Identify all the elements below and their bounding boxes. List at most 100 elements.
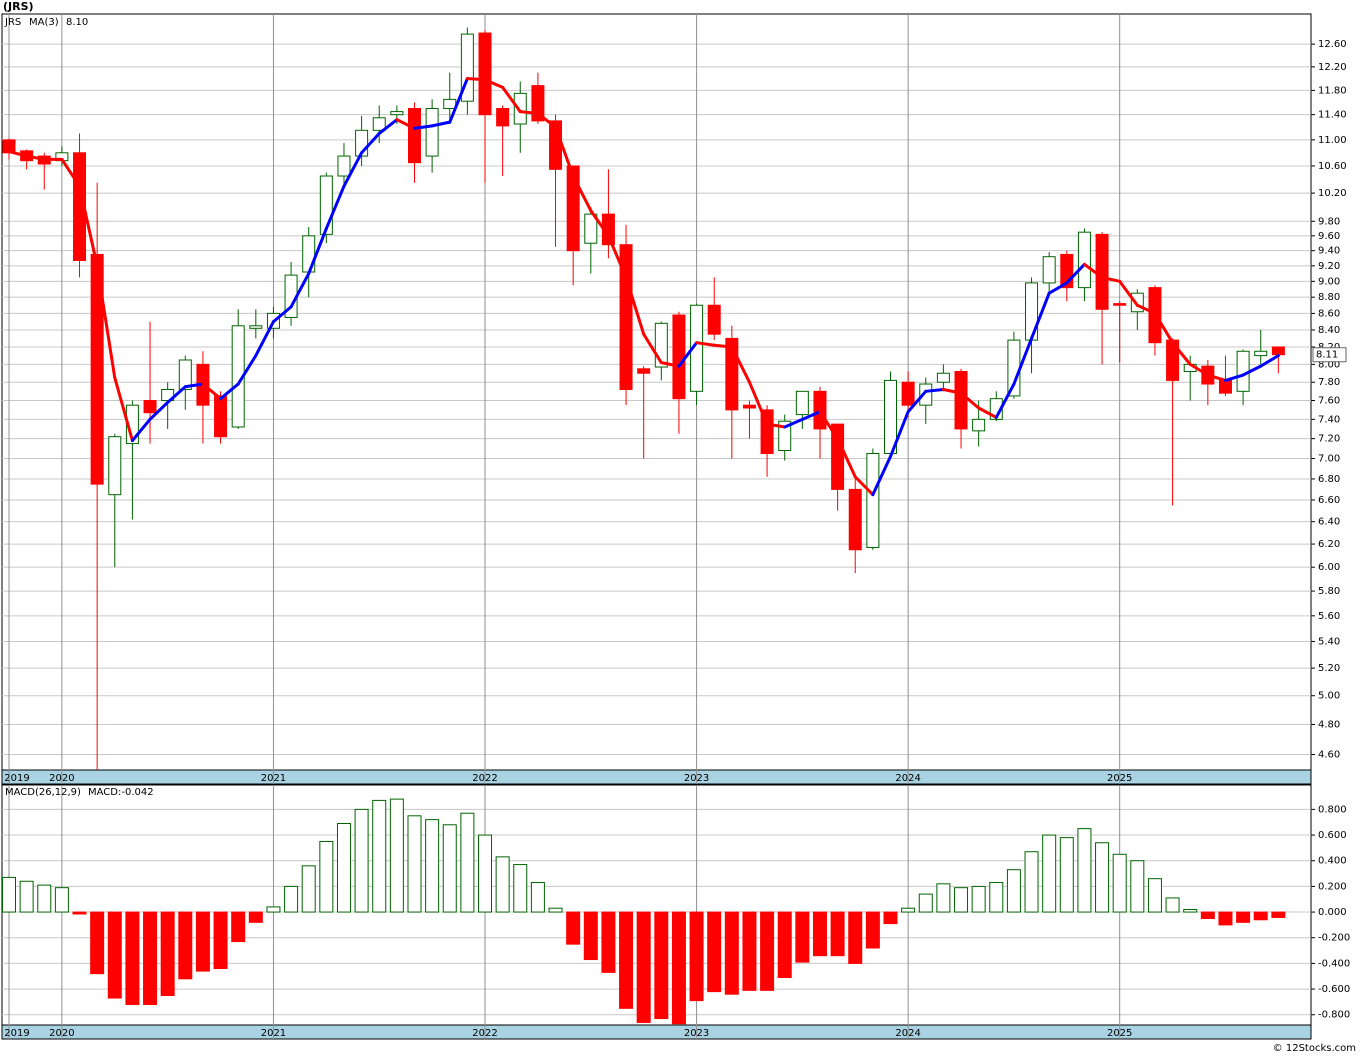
candle-body — [178, 359, 192, 390]
last-price-label: 8.11 — [1316, 350, 1338, 361]
ma-segment — [113, 376, 134, 443]
candle-body — [566, 165, 580, 252]
macd-bar — [883, 911, 898, 925]
ma-segment — [941, 387, 963, 395]
macd-bar — [901, 907, 916, 913]
y-tick-label: 7.40 — [1318, 414, 1340, 425]
candle-body — [372, 117, 386, 131]
candle-body — [866, 452, 880, 548]
y-tick-label: 0.200 — [1318, 881, 1347, 892]
macd-bar — [1165, 897, 1180, 913]
macd-bar — [1271, 911, 1286, 918]
y-tick-label: 8.60 — [1318, 308, 1340, 319]
y-tick-label: 7.20 — [1318, 434, 1340, 445]
ma-segment — [624, 275, 646, 336]
macd-bar — [72, 911, 87, 915]
ma-segment — [1171, 341, 1192, 366]
y-tick-label: 6.80 — [1318, 474, 1340, 485]
macd-bar — [601, 911, 616, 973]
chart-title: (JRS) — [3, 0, 34, 13]
y-tick-label: 9.80 — [1318, 216, 1340, 227]
y-tick-label: 12.60 — [1318, 39, 1347, 50]
ma-segment — [501, 85, 522, 114]
ma-segment — [695, 341, 716, 347]
ma-segment — [412, 124, 434, 130]
ma-segment — [889, 410, 910, 458]
ma-segment — [871, 454, 892, 497]
macd-bar — [213, 911, 228, 970]
y-tick-label: -0.600 — [1318, 984, 1350, 995]
ma-segment — [924, 387, 945, 393]
ma-segment — [183, 382, 205, 389]
x-tick-label: 2022 — [472, 773, 497, 784]
ma-segment — [554, 125, 575, 178]
macd-bar — [707, 911, 722, 993]
macd-bar — [848, 911, 863, 964]
legend-ma-value: 8.10 — [66, 17, 88, 28]
y-tick-label: 6.60 — [1318, 495, 1340, 506]
macd-bar — [689, 911, 704, 1002]
candle-body — [672, 314, 686, 400]
ma-segment — [1153, 311, 1175, 345]
macd-bar — [284, 885, 299, 913]
candle-body — [813, 390, 827, 430]
candle-body — [1095, 233, 1109, 310]
candle-body — [513, 92, 527, 125]
macd-bar — [777, 911, 792, 979]
ma-segment — [219, 382, 240, 401]
macd-bar — [654, 911, 669, 1020]
ma-segment — [201, 382, 223, 401]
ma-segment — [783, 417, 804, 429]
x-tick-label: 2020 — [49, 1028, 74, 1039]
date-band — [1, 769, 1312, 785]
y-tick-label: 5.00 — [1318, 691, 1340, 702]
ma-segment — [1206, 373, 1227, 382]
macd-bar — [478, 834, 493, 913]
y-tick-label: -0.800 — [1318, 1010, 1350, 1021]
candle-body — [742, 404, 756, 409]
macd-bar — [1077, 828, 1092, 913]
candle-body — [407, 108, 421, 164]
ma-segment — [747, 380, 769, 426]
legend-ma: MA(3) — [29, 17, 59, 28]
y-tick-label: 4.60 — [1318, 750, 1340, 761]
y-tick-label: 0.400 — [1318, 856, 1347, 867]
ma-segment — [589, 209, 610, 238]
ma-segment — [1135, 303, 1157, 315]
y-tick-label: 12.20 — [1318, 62, 1347, 73]
y-tick-label: 5.40 — [1318, 636, 1340, 647]
x-tick-label: 2021 — [261, 1028, 286, 1039]
ma-segment — [800, 410, 822, 421]
x-tick-label: 2025 — [1107, 1028, 1132, 1039]
ma-segment — [1065, 262, 1086, 285]
macd-bar — [1253, 911, 1268, 921]
macd-bar — [442, 824, 457, 913]
macd-bar — [513, 864, 528, 913]
candle-body — [619, 244, 633, 390]
macd-bar — [619, 911, 634, 1009]
ma-segment — [642, 332, 663, 365]
ma-segment — [818, 410, 840, 441]
ma-segment — [130, 417, 152, 443]
ma-segment — [1223, 373, 1245, 382]
candle-body — [972, 418, 986, 432]
ma-segment — [1100, 275, 1122, 283]
ma-segment — [571, 174, 593, 213]
footer: © 12Stocks.com — [1273, 1043, 1356, 1054]
macd-bar — [530, 882, 545, 913]
macd-bar — [1236, 911, 1251, 923]
ma-segment — [518, 110, 540, 115]
x-tick-label: 2019 — [4, 773, 29, 784]
y-tick-label: 8.40 — [1318, 325, 1340, 336]
candle-body — [249, 325, 263, 329]
ma-segment — [712, 343, 734, 349]
candle-body — [936, 372, 950, 383]
macd-bar — [195, 911, 210, 972]
ma-segment — [1047, 281, 1069, 295]
macd-bar — [1006, 869, 1021, 913]
macd-bar — [548, 907, 563, 913]
macd-bar — [918, 893, 933, 913]
candle-body — [90, 253, 104, 485]
ma-segment — [1241, 364, 1263, 377]
